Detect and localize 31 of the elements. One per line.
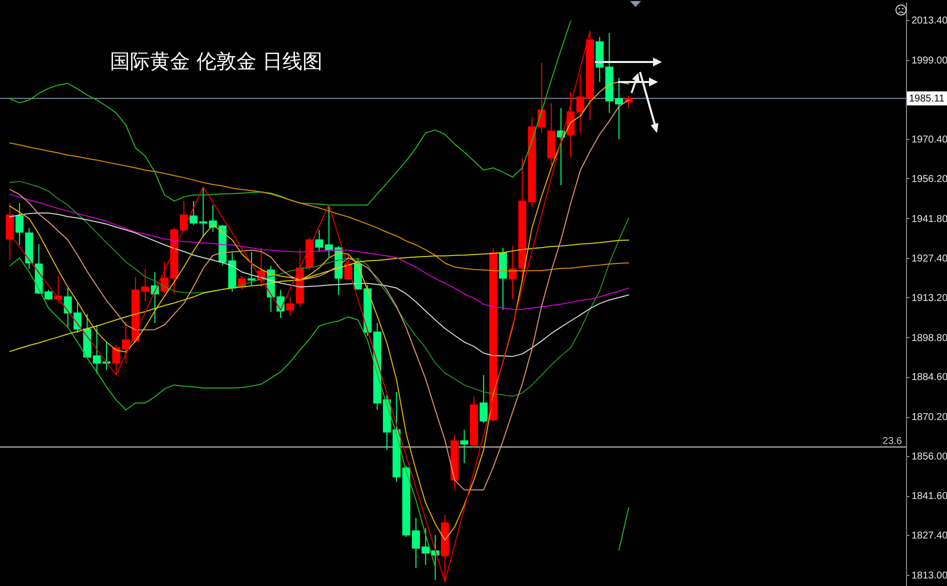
line-series xyxy=(9,180,630,397)
candlestick xyxy=(508,245,517,300)
line-series xyxy=(9,20,572,206)
candlestick xyxy=(460,429,468,464)
candlestick xyxy=(286,296,294,317)
y-tick-label: 1884.60 xyxy=(912,372,947,384)
candlestick xyxy=(16,202,24,246)
y-tick-label: 1813.00 xyxy=(912,570,947,582)
y-tick-label: 1970.40 xyxy=(912,134,947,146)
y-tick-label: 1956.20 xyxy=(912,174,947,185)
candlestick xyxy=(315,229,324,253)
y-tick-label: 1999.00 xyxy=(912,55,947,66)
candlestick xyxy=(480,374,488,424)
candlestick xyxy=(54,275,62,304)
y-tick-label: 1898.80 xyxy=(912,332,947,344)
line-series xyxy=(9,194,630,310)
candlestick xyxy=(180,200,188,232)
y-tick-label: 1841.60 xyxy=(912,491,947,502)
y-tick-label: 2013.40 xyxy=(912,16,947,26)
annotation: 23.6 xyxy=(882,436,902,447)
y-tick-label: 1870.20 xyxy=(912,412,947,424)
y-tick-label: 1913.20 xyxy=(912,292,947,304)
candlestick xyxy=(112,344,120,376)
ref-line-label: 1985.11 xyxy=(909,93,945,104)
y-tick-label: 1927.40 xyxy=(912,254,947,265)
y-tick-label: 1856.00 xyxy=(912,451,947,462)
text: 国际黄金 伦敦金 日线图 xyxy=(110,49,323,73)
line-series xyxy=(9,240,630,352)
candlestick xyxy=(248,252,256,286)
y-tick-label: 1827.40 xyxy=(912,530,947,542)
y-tick-label: 1941.80 xyxy=(912,214,947,225)
